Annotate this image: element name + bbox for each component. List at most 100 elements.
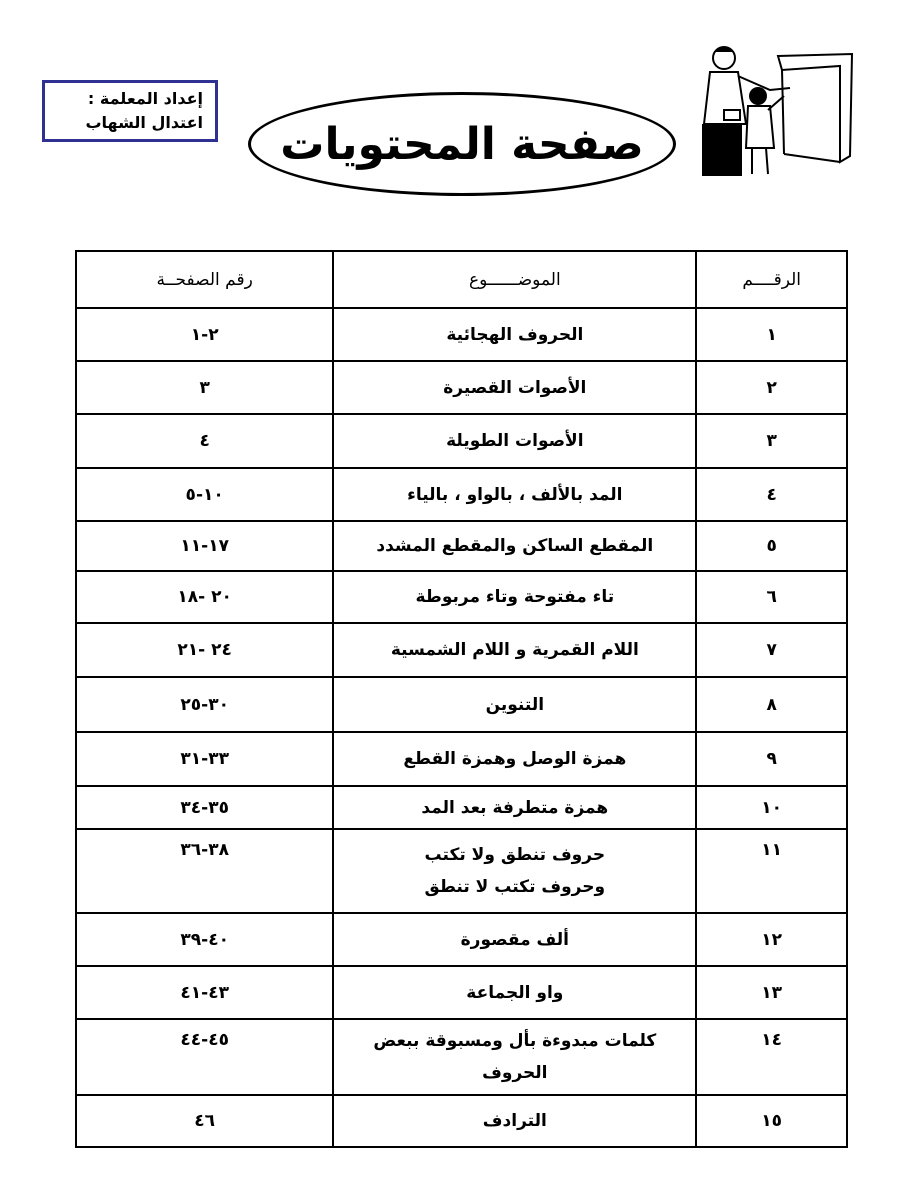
- row-topic: تاء مفتوحة وتاء مربوطة: [332, 570, 698, 624]
- row-topic: الحروف الهجائية: [332, 307, 698, 362]
- row-page: ٤٦: [74, 1094, 335, 1148]
- row-topic-text: همزة متطرفة بعد المد: [421, 797, 609, 818]
- header-topic: الموضــــــوع: [332, 250, 698, 309]
- row-number: ٤: [695, 467, 848, 522]
- table-row: ٥ المقطع الساكن والمقطع المشدد ١٧-١١: [74, 520, 848, 572]
- row-page: ٣: [74, 360, 335, 415]
- row-page: ٣٨-٣٦: [74, 828, 335, 914]
- row-number: ٧: [695, 622, 848, 678]
- row-topic-text-line2: الحروف: [482, 1063, 548, 1083]
- row-number-text: ١: [766, 324, 777, 345]
- row-topic: التنوين: [332, 676, 698, 733]
- row-topic-text: المد بالألف ، بالواو ، بالياء: [407, 484, 623, 505]
- row-page-text: ٣: [199, 377, 210, 398]
- row-page: ٢٠ -١٨: [74, 570, 335, 624]
- row-number-text: ٨: [766, 694, 777, 715]
- table-row: ١٤ كلمات مبدوءة بأل ومسبوقة ببعض الحروف ٤٥-…: [74, 1018, 848, 1096]
- row-topic-text: الحروف الهجائية: [446, 324, 584, 345]
- row-topic: الترادف: [332, 1094, 698, 1148]
- row-number: ٥: [695, 520, 848, 572]
- row-topic-text-line2: وحروف تكتب لا تنطق: [424, 877, 606, 897]
- row-topic: المد بالألف ، بالواو ، بالياء: [332, 467, 698, 522]
- row-number-text: ١٤: [761, 1030, 783, 1050]
- row-topic-text: الترادف: [482, 1111, 547, 1131]
- table-row: ٨ التنوين ٣٠-٢٥: [74, 676, 848, 733]
- contents-table: الرقــــم الموضــــــوع رقم الصفحــة ١ ال…: [74, 250, 848, 1148]
- row-page-text: ١٠-٥: [185, 484, 224, 505]
- row-page-text: ٤: [199, 431, 210, 451]
- row-page: ٢-١: [74, 307, 335, 362]
- row-page-text: ٢٠ -١٨: [177, 587, 232, 607]
- row-topic-text: تاء مفتوحة وتاء مربوطة: [415, 587, 615, 607]
- row-number-text: ١٥: [761, 1111, 783, 1131]
- row-page-text: ١٧-١١: [180, 536, 229, 556]
- row-topic-text: كلمات مبدوءة بأل ومسبوقة ببعض: [373, 1031, 657, 1051]
- table-header-row: الرقــــم الموضــــــوع رقم الصفحــة: [74, 250, 848, 309]
- table-row: ١٣ واو الجماعة ٤٣-٤١: [74, 965, 848, 1020]
- row-page-text: ٤٣-٤١: [180, 982, 229, 1003]
- table-row: ٤ المد بالألف ، بالواو ، بالياء ١٠-٥: [74, 467, 848, 522]
- row-topic-text: حروف تنطق ولا تكتب: [424, 845, 606, 865]
- row-topic: همزة متطرفة بعد المد: [332, 785, 698, 830]
- row-number: ١: [695, 307, 848, 362]
- row-number-text: ٧: [766, 640, 777, 660]
- row-number: ٣: [695, 413, 848, 469]
- row-number-text: ١١: [761, 840, 783, 860]
- row-number: ٩: [695, 731, 848, 787]
- row-number: ١٢: [695, 912, 848, 967]
- row-page-text: ٤٦: [194, 1111, 216, 1131]
- row-number-text: ٢: [766, 377, 777, 398]
- row-number-text: ٩: [766, 749, 777, 769]
- row-number: ٢: [695, 360, 848, 415]
- row-topic: الأصوات الطويلة: [332, 413, 698, 469]
- row-page-text: ٣٠-٢٥: [180, 694, 229, 715]
- row-topic-text: الأصوات الطويلة: [446, 431, 584, 451]
- row-page-text: ٣٨-٣٦: [180, 840, 229, 860]
- row-page: ١٧-١١: [74, 520, 335, 572]
- row-page: ٤٣-٤١: [74, 965, 335, 1020]
- row-page: ٤٠-٣٩: [74, 912, 335, 967]
- row-topic: كلمات مبدوءة بأل ومسبوقة ببعض الحروف: [332, 1018, 698, 1096]
- row-number: ٨: [695, 676, 848, 733]
- row-number: ١١: [695, 828, 848, 914]
- row-number-text: ٤: [766, 484, 777, 505]
- row-topic: المقطع الساكن والمقطع المشدد: [332, 520, 698, 572]
- row-page-text: ٢٤ -٢١: [177, 640, 232, 660]
- table-row: ١٠ همزة متطرفة بعد المد ٣٥-٣٤: [74, 785, 848, 830]
- row-page-text: ٤٠-٣٩: [180, 929, 229, 950]
- row-topic: اللام القمرية و اللام الشمسية: [332, 622, 698, 678]
- table-row: ٩ همزة الوصل وهمزة القطع ٣٣-٣١: [74, 731, 848, 787]
- row-number: ١٠: [695, 785, 848, 830]
- row-topic: ألف مقصورة: [332, 912, 698, 967]
- row-topic-text: واو الجماعة: [466, 982, 564, 1003]
- table-row: ١٥ الترادف ٤٦: [74, 1094, 848, 1148]
- teacher-illustration-icon: [702, 46, 854, 176]
- row-topic-text: همزة الوصل وهمزة القطع: [403, 749, 627, 769]
- row-topic: واو الجماعة: [332, 965, 698, 1020]
- page-title-text: صفحة المحتويات: [280, 118, 644, 170]
- row-topic: همزة الوصل وهمزة القطع: [332, 731, 698, 787]
- author-name: اعتدال الشهاب: [85, 113, 203, 132]
- row-number: ١٣: [695, 965, 848, 1020]
- table-row: ٦ تاء مفتوحة وتاء مربوطة ٢٠ -١٨: [74, 570, 848, 624]
- row-page: ٢٤ -٢١: [74, 622, 335, 678]
- row-topic: حروف تنطق ولا تكتب وحروف تكتب لا تنطق: [332, 828, 698, 914]
- row-number-text: ١٢: [761, 929, 783, 950]
- row-page-text: ٤٥-٤٤: [180, 1030, 229, 1050]
- row-topic: الأصوات القصيرة: [332, 360, 698, 415]
- row-page: ٤: [74, 413, 335, 469]
- row-topic-text: المقطع الساكن والمقطع المشدد: [376, 536, 654, 556]
- row-topic-text: الأصوات القصيرة: [443, 377, 587, 398]
- row-number: ٦: [695, 570, 848, 624]
- row-page: ٣٣-٣١: [74, 731, 335, 787]
- row-number: ١٤: [695, 1018, 848, 1096]
- row-number-text: ٣: [766, 431, 777, 451]
- row-page: ١٠-٥: [74, 467, 335, 522]
- row-page-text: ٣٣-٣١: [180, 749, 229, 769]
- author-box: إعداد المعلمة : اعتدال الشهاب: [42, 80, 218, 142]
- header-page: رقم الصفحــة: [74, 250, 335, 309]
- row-topic-text: التنوين: [485, 694, 545, 715]
- table-row: ١ الحروف الهجائية ٢-١: [74, 307, 848, 362]
- row-page: ٣٠-٢٥: [74, 676, 335, 733]
- row-number-text: ١٣: [761, 982, 783, 1003]
